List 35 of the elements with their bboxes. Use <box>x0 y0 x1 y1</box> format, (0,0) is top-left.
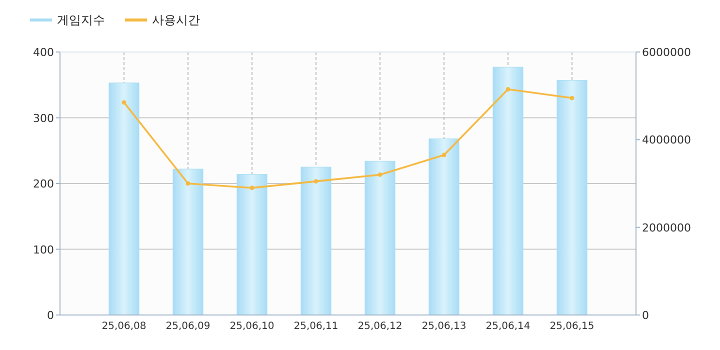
point <box>506 87 510 92</box>
x-tick-label: 25,06,14 <box>486 321 530 332</box>
bar <box>236 174 268 316</box>
point <box>442 152 446 158</box>
y-tick-label: 0 <box>47 309 54 322</box>
y2-tick-label: 6000000 <box>642 46 691 59</box>
y-tick-label: 200 <box>33 178 54 190</box>
x-tick-label: 25,06,12 <box>358 321 402 332</box>
point <box>314 179 318 184</box>
x-tick-label: 25,06,13 <box>422 321 466 332</box>
x-tick-label: 25,06,11 <box>294 321 338 332</box>
bar <box>364 160 396 316</box>
y-tick-label: 400 <box>33 46 54 59</box>
point <box>122 100 126 105</box>
bar <box>300 166 332 316</box>
x-tick-label: 25,06,09 <box>166 321 210 332</box>
y2-tick-label: 2000000 <box>642 221 691 234</box>
x-tick-label: 25,06,10 <box>230 321 274 332</box>
point <box>186 181 190 186</box>
x-tick-label: 25,06,15 <box>550 321 594 332</box>
bar <box>492 66 524 316</box>
x-tick-label: 25,06,08 <box>102 321 146 332</box>
bar <box>172 168 204 316</box>
bar <box>428 138 460 316</box>
point <box>378 172 382 177</box>
bar <box>556 80 588 316</box>
y2-tick-label: 0 <box>642 309 649 322</box>
legend-label: 게임지수 <box>57 13 105 27</box>
y-tick-label: 100 <box>33 243 54 256</box>
point <box>250 186 254 190</box>
point <box>570 96 574 100</box>
bar <box>108 82 140 316</box>
y-tick-label: 300 <box>33 112 54 125</box>
legend-label: 사용시간 <box>152 13 200 27</box>
y2-tick-label: 4000000 <box>642 134 691 147</box>
